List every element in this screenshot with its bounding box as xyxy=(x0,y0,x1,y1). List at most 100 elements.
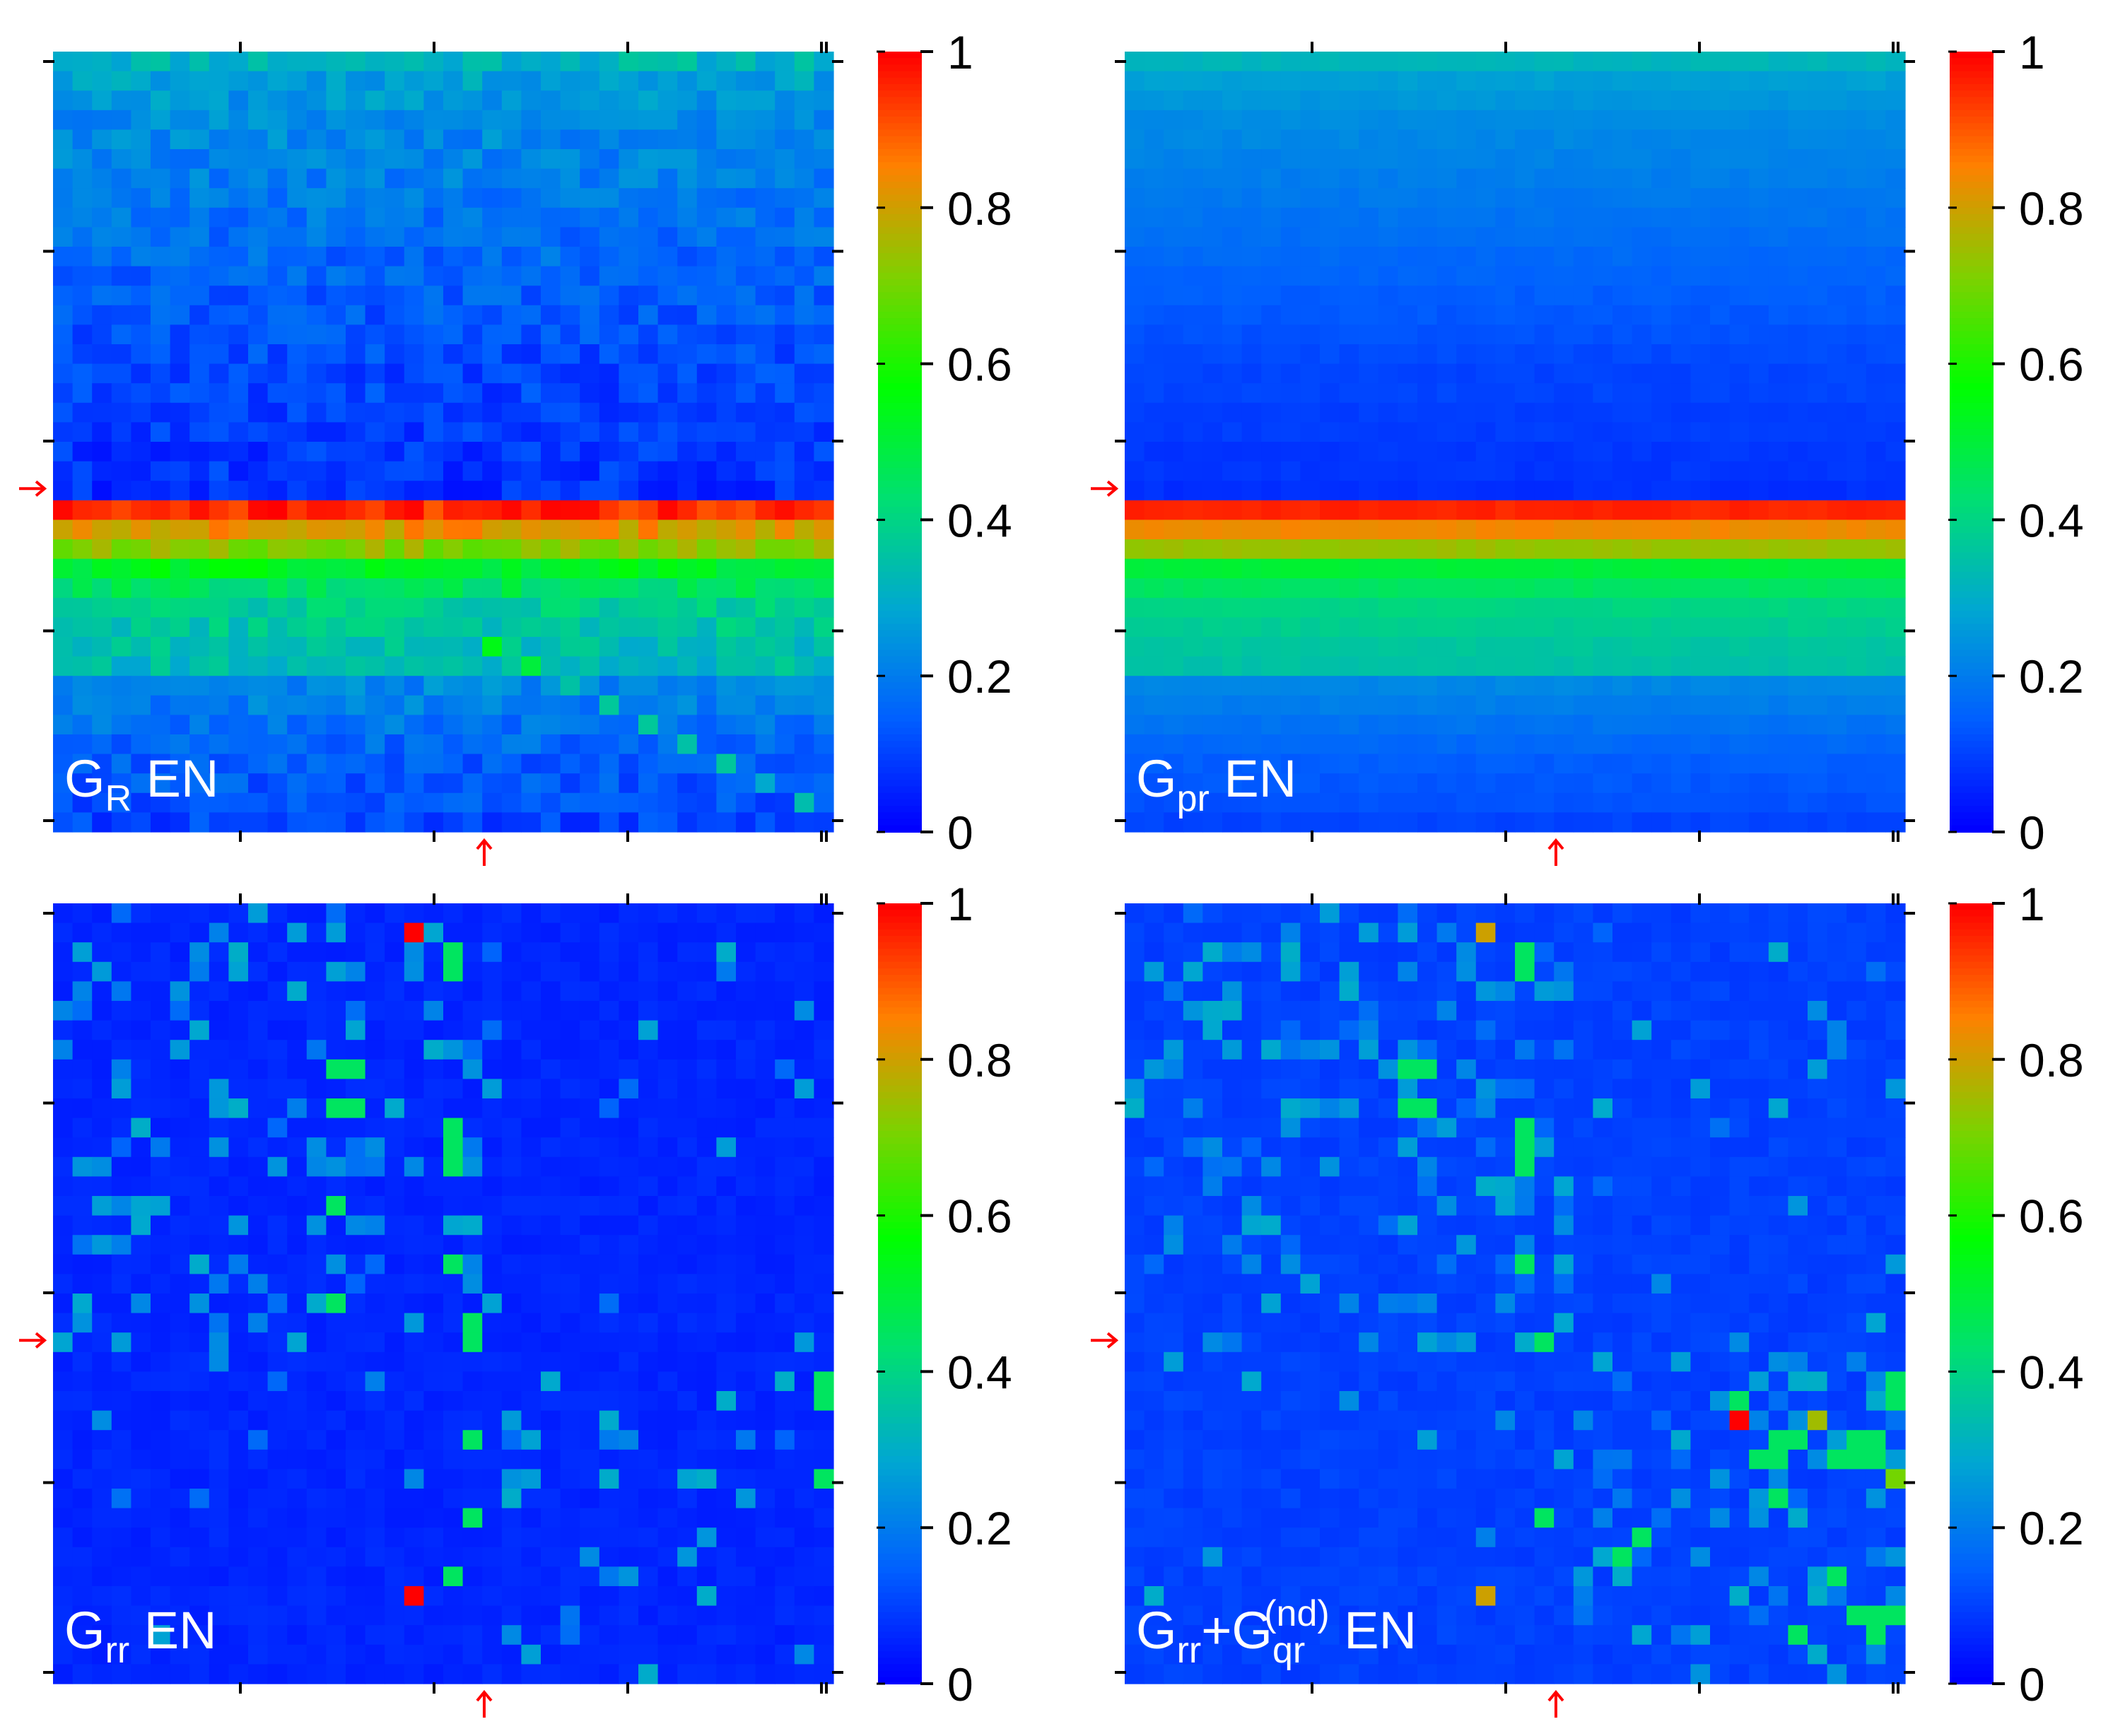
heatmap-cell xyxy=(111,227,131,247)
heatmap-cell xyxy=(267,1527,288,1548)
heatmap-cell xyxy=(716,695,737,715)
heatmap-cell xyxy=(287,981,308,1002)
heatmap-cell xyxy=(677,402,698,423)
heatmap-cell xyxy=(404,1020,424,1040)
colorbar-segment xyxy=(878,481,922,488)
heatmap-cell xyxy=(1670,305,1691,325)
heatmap-cell xyxy=(1866,363,1886,384)
heatmap-cell xyxy=(423,383,444,404)
heatmap-cell xyxy=(1417,539,1438,560)
heatmap-cell xyxy=(501,1351,522,1372)
heatmap-cell xyxy=(209,129,229,150)
heatmap-cell xyxy=(1827,637,1847,657)
colorbar-segment xyxy=(1950,97,1994,105)
heatmap-cell xyxy=(1632,90,1652,111)
heatmap-cell xyxy=(326,1449,346,1470)
colorbar-segment xyxy=(1950,513,1994,521)
heatmap-cell xyxy=(657,324,678,345)
heatmap-cell xyxy=(209,1215,229,1236)
heatmap-cell xyxy=(326,1040,346,1060)
heatmap-cell xyxy=(638,1254,659,1274)
heatmap-cell xyxy=(1125,207,1145,228)
heatmap-cell xyxy=(560,597,580,618)
heatmap-cell xyxy=(443,1001,464,1021)
heatmap-cell xyxy=(541,1449,561,1470)
heatmap-cell xyxy=(111,773,131,794)
heatmap-cell xyxy=(151,520,171,540)
heatmap-cell xyxy=(326,1294,346,1314)
heatmap-cell xyxy=(228,1605,249,1626)
column-marker-arrowhead xyxy=(1547,838,1564,850)
heatmap-cell xyxy=(794,1294,814,1314)
heatmap-cell xyxy=(560,792,580,813)
heatmap-cell xyxy=(1534,52,1555,72)
heatmap-cell xyxy=(696,324,717,345)
heatmap-cell xyxy=(755,922,775,943)
heatmap-cell xyxy=(1515,71,1535,91)
heatmap-cell xyxy=(423,1547,444,1567)
heatmap-cell xyxy=(72,1196,93,1216)
heatmap-cell xyxy=(1670,597,1691,618)
heatmap-cell xyxy=(1436,422,1457,442)
heatmap-cell xyxy=(346,812,366,833)
heatmap-cell xyxy=(696,363,717,384)
heatmap-cell xyxy=(638,1391,659,1412)
heatmap-cell xyxy=(599,812,619,833)
heatmap-cell xyxy=(1475,52,1496,72)
heatmap-cell xyxy=(131,227,151,247)
heatmap-cell xyxy=(92,188,112,209)
heatmap-cell xyxy=(599,1196,619,1216)
heatmap-cell xyxy=(53,286,74,306)
heatmap-cell xyxy=(1222,90,1243,111)
heatmap-cell xyxy=(1729,442,1750,462)
heatmap-cell xyxy=(638,1410,659,1431)
heatmap-cell xyxy=(92,1294,112,1314)
heatmap-cell xyxy=(814,520,834,540)
colorbar-segment xyxy=(878,110,922,117)
heatmap-cell xyxy=(385,773,405,794)
heatmap-cell xyxy=(1183,168,1203,189)
heatmap-cell xyxy=(1300,168,1321,189)
heatmap-cell xyxy=(189,286,210,306)
heatmap-cell xyxy=(72,1489,93,1509)
heatmap-cell xyxy=(696,129,717,150)
heatmap-cell xyxy=(736,286,756,306)
heatmap-cell xyxy=(385,1040,405,1060)
heatmap-cell xyxy=(170,481,190,501)
heatmap-cell xyxy=(1125,461,1145,481)
heatmap-cell xyxy=(189,922,210,943)
heatmap-cell xyxy=(423,71,444,91)
heatmap-cell xyxy=(541,324,561,345)
heatmap-cell xyxy=(1788,71,1808,91)
heatmap-cell xyxy=(248,903,269,924)
heatmap-cell xyxy=(657,1332,678,1353)
heatmap-cell xyxy=(1554,266,1574,286)
heatmap-cell xyxy=(248,1508,269,1528)
heatmap-cell xyxy=(1651,363,1672,384)
heatmap-cell xyxy=(580,1196,600,1216)
heatmap-cell xyxy=(1729,324,1750,345)
heatmap-cell xyxy=(92,305,112,325)
heatmap-cell xyxy=(267,227,288,247)
heatmap-cell xyxy=(443,1351,464,1372)
heatmap-cell xyxy=(306,520,327,540)
heatmap-cell xyxy=(423,1391,444,1412)
heatmap-cell xyxy=(267,461,288,481)
heatmap-cell xyxy=(1222,656,1243,676)
heatmap-cell xyxy=(1632,52,1652,72)
heatmap-cell xyxy=(677,981,698,1002)
heatmap-cell xyxy=(736,1469,756,1489)
heatmap-cell xyxy=(775,922,795,943)
heatmap-cell xyxy=(619,942,639,963)
heatmap-cell xyxy=(1846,578,1867,599)
heatmap-cell xyxy=(1300,422,1321,442)
heatmap-cell xyxy=(1808,110,1828,130)
heatmap-cell xyxy=(814,1371,834,1392)
heatmap-cell xyxy=(638,363,659,384)
heatmap-cell xyxy=(619,656,639,676)
heatmap-cell xyxy=(170,1508,190,1528)
heatmap-cell xyxy=(736,1410,756,1431)
heatmap-cell xyxy=(1222,129,1243,150)
heatmap-cell xyxy=(462,961,483,982)
heatmap-cell xyxy=(580,1527,600,1548)
